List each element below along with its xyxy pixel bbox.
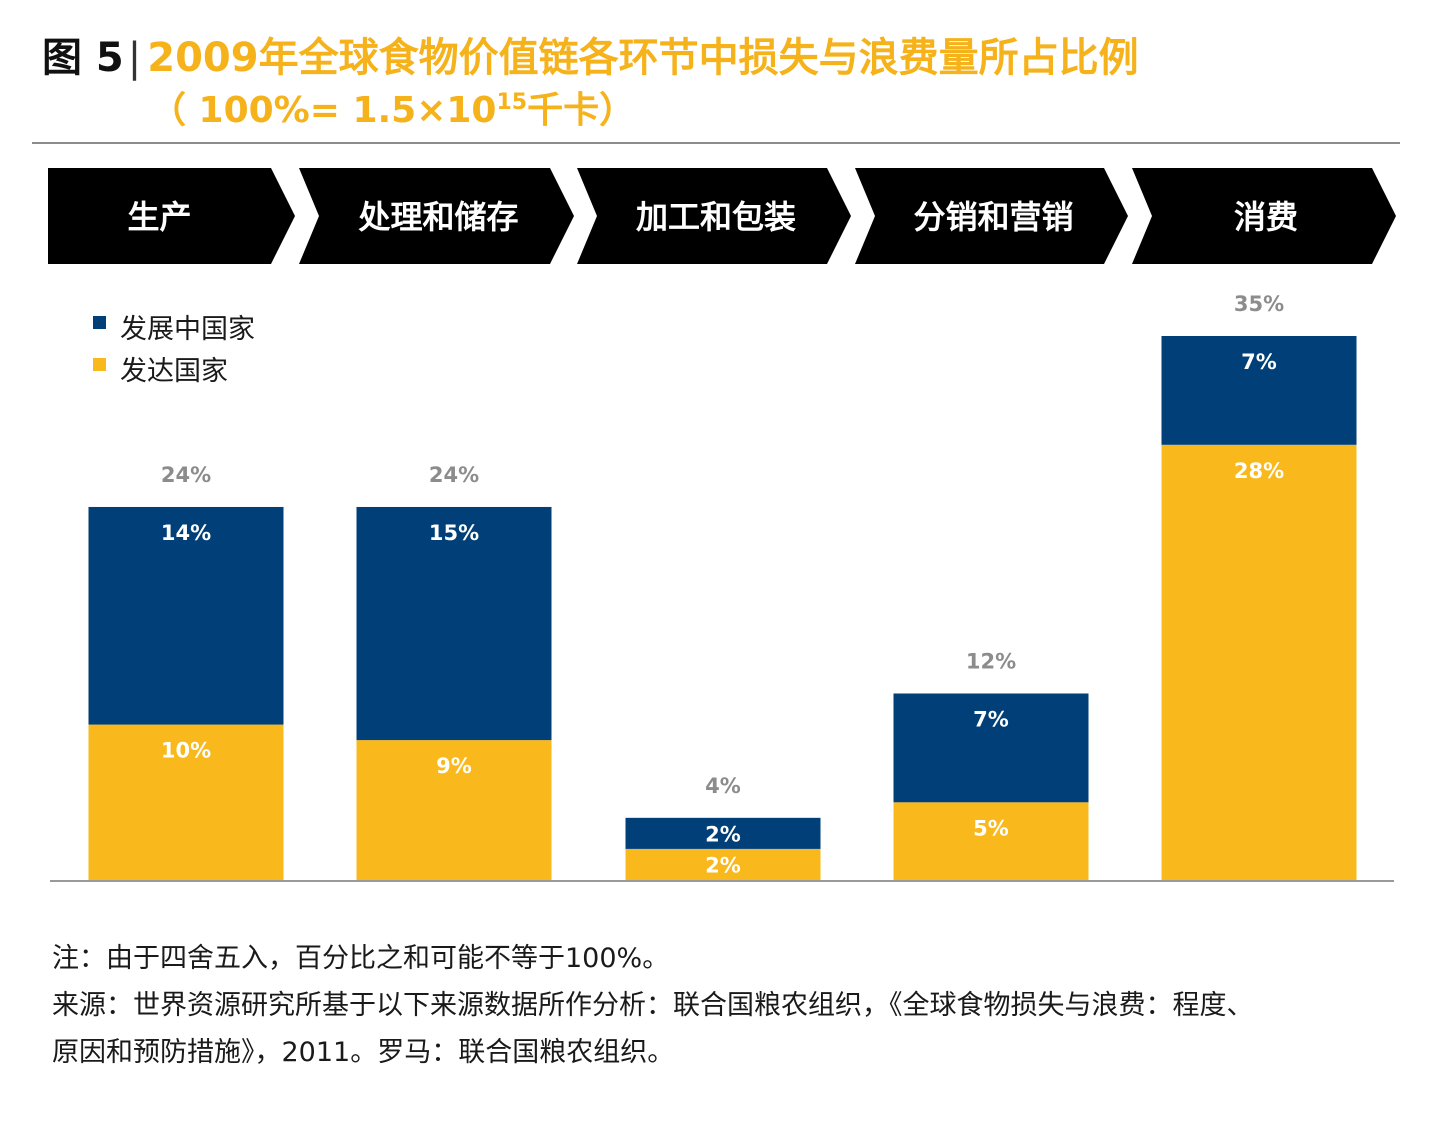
data-label-developing-5: 7% — [1241, 350, 1277, 374]
stage-label-4: 分销和营销 — [913, 198, 1073, 236]
legend-swatch-2 — [93, 358, 106, 371]
bar-segment-developed-2 — [356, 740, 552, 880]
data-label-developed-4: 5% — [973, 816, 1009, 840]
stage-label-2: 处理和储存 — [357, 198, 518, 236]
footnotes: 注：由于四舍五入，百分比之和可能不等于100%。 来源：世界资源研究所基于以下来… — [52, 935, 1412, 1076]
total-label-4: 12% — [966, 649, 1016, 673]
bar-segment-developing-4 — [893, 693, 1089, 803]
stage-chevron-5 — [1132, 168, 1396, 264]
bar-segment-developing-5 — [1161, 336, 1357, 445]
data-label-developed-3: 2% — [705, 853, 741, 877]
bar-segment-developed-1 — [88, 724, 284, 880]
legend-swatch-1 — [93, 316, 106, 329]
stage-chevron-2 — [299, 168, 574, 264]
chart-title: 图 5 | 2009年全球食物价值链各环节中损失与浪费量所占比例 — [42, 30, 1139, 86]
total-label-3: 4% — [705, 774, 741, 798]
bar-segment-developed-4 — [893, 802, 1089, 880]
chart-subtitle: （ 100%= 1.5×1015千卡） — [150, 86, 635, 136]
data-label-developing-1: 14% — [161, 521, 211, 545]
bar-segment-developed-3 — [625, 848, 821, 880]
data-label-developing-2: 15% — [429, 521, 479, 545]
stage-chevron-3 — [577, 168, 851, 264]
source-line-2: 原因和预防措施》，2011。罗马：联合国粮农组织。 — [52, 1037, 675, 1068]
subtitle-exponent: 15 — [496, 90, 528, 115]
subtitle-prefix: （ 100%= 1.5×10 — [150, 90, 497, 131]
legend-label-1: 发展中国家 — [120, 314, 255, 345]
title-main: 2009年全球食物价值链各环节中损失与浪费量所占比例 — [147, 35, 1139, 81]
bar-segment-developed-5 — [1161, 444, 1357, 880]
data-label-developed-1: 10% — [161, 739, 211, 763]
bar-segment-developing-2 — [356, 506, 552, 741]
stage-chevron-4 — [855, 168, 1128, 264]
bar-segment-developing-3 — [625, 817, 821, 849]
data-label-developing-4: 7% — [973, 707, 1009, 731]
title-divider — [32, 142, 1400, 144]
stage-label-3: 加工和包装 — [636, 198, 796, 236]
stage-label-5: 消费 — [1234, 198, 1298, 236]
rounding-note: 注：由于四舍五入，百分比之和可能不等于100%。 — [52, 943, 670, 974]
stage-chevron-1 — [48, 168, 295, 264]
total-label-1: 24% — [161, 463, 211, 487]
stage-label-1: 生产 — [127, 198, 191, 236]
figure-label: 图 5 — [42, 35, 124, 81]
subtitle-suffix: 千卡） — [527, 90, 636, 131]
total-label-5: 35% — [1234, 292, 1284, 316]
title-separator: | — [127, 35, 142, 81]
data-label-developing-3: 2% — [705, 822, 741, 846]
data-label-developed-2: 9% — [436, 754, 472, 778]
data-label-developed-5: 28% — [1234, 459, 1284, 483]
source-line-1: 来源：世界资源研究所基于以下来源数据所作分析：联合国粮农组织，《全球食物损失与浪… — [52, 990, 1254, 1021]
legend-label-2: 发达国家 — [120, 356, 228, 387]
bar-segment-developing-1 — [88, 506, 284, 725]
total-label-2: 24% — [429, 463, 479, 487]
